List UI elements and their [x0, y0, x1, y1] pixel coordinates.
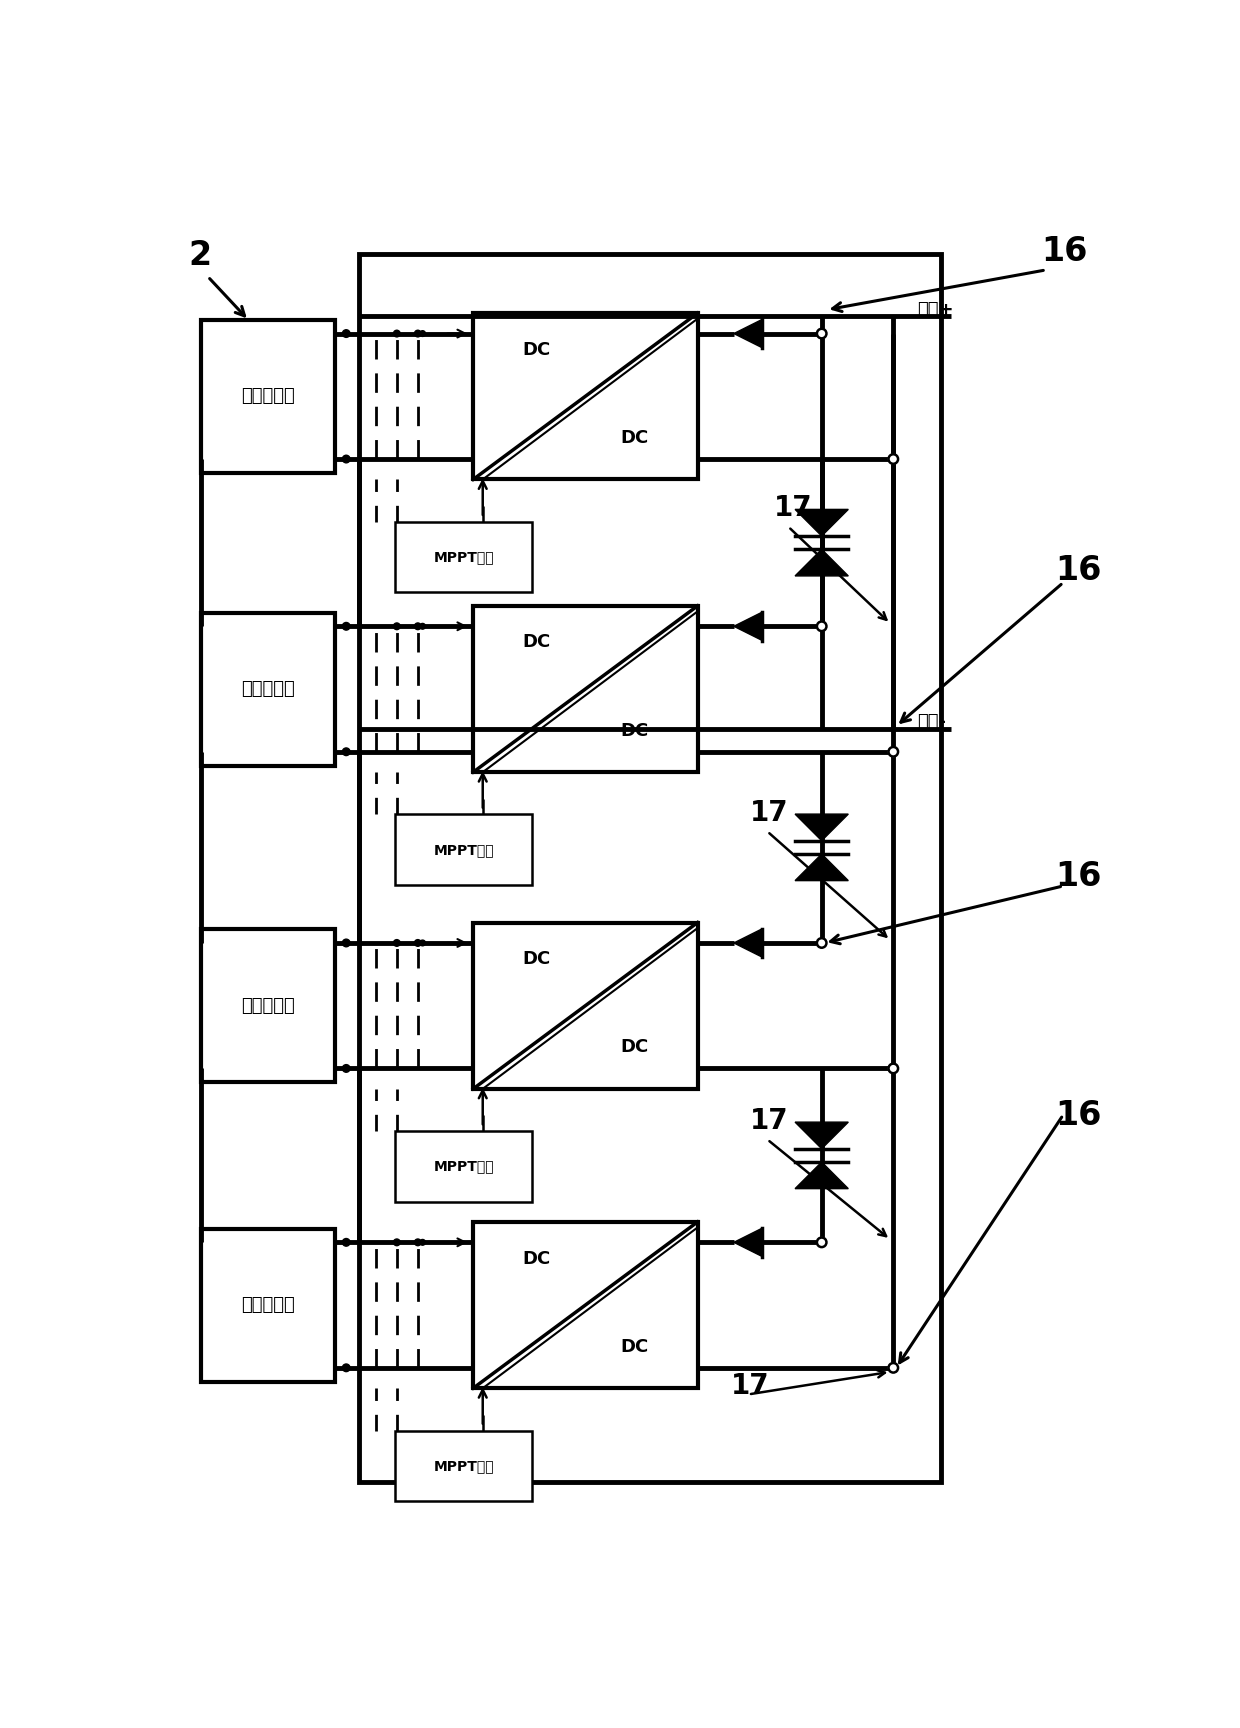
Circle shape: [889, 1363, 898, 1372]
Polygon shape: [795, 550, 848, 575]
Text: 太阳电池阵: 太阳电池阵: [241, 387, 295, 406]
Text: 输出-: 输出-: [918, 714, 946, 731]
Text: DC: DC: [522, 634, 551, 651]
Bar: [474, 1222, 698, 1388]
Bar: [394, 1132, 532, 1201]
Circle shape: [342, 330, 350, 337]
Polygon shape: [734, 612, 763, 641]
Circle shape: [342, 454, 350, 463]
Text: MPPT控制: MPPT控制: [433, 1159, 494, 1173]
Circle shape: [419, 940, 425, 945]
Circle shape: [817, 622, 826, 631]
Circle shape: [414, 330, 422, 337]
Text: DC: DC: [620, 1337, 649, 1356]
Circle shape: [342, 1363, 350, 1372]
Circle shape: [817, 328, 826, 339]
Circle shape: [419, 330, 425, 337]
Text: 16: 16: [1042, 235, 1087, 268]
Bar: [358, 254, 941, 1483]
Circle shape: [342, 938, 350, 947]
Text: 太阳电池阵: 太阳电池阵: [241, 681, 295, 698]
Text: 16: 16: [1055, 555, 1102, 588]
Bar: [474, 607, 698, 772]
Circle shape: [414, 1239, 422, 1246]
Text: 16: 16: [1055, 861, 1102, 893]
Polygon shape: [734, 320, 763, 347]
Text: DC: DC: [620, 1039, 649, 1056]
Bar: [394, 522, 532, 593]
Text: DC: DC: [620, 429, 649, 448]
Text: 2: 2: [188, 238, 212, 271]
Circle shape: [889, 746, 898, 757]
Polygon shape: [734, 1229, 763, 1256]
Bar: [201, 612, 335, 766]
Circle shape: [393, 624, 401, 629]
Text: 输出+: 输出+: [918, 301, 954, 318]
Circle shape: [342, 622, 350, 631]
Circle shape: [342, 1064, 350, 1073]
Circle shape: [342, 1239, 350, 1246]
Circle shape: [817, 938, 826, 947]
Circle shape: [817, 1237, 826, 1248]
Bar: [474, 313, 698, 479]
Circle shape: [889, 1064, 898, 1073]
Text: MPPT控制: MPPT控制: [433, 1458, 494, 1472]
Text: 17: 17: [750, 798, 789, 826]
Text: DC: DC: [620, 722, 649, 740]
Text: MPPT控制: MPPT控制: [433, 550, 494, 563]
Text: 17: 17: [750, 1106, 789, 1135]
Text: DC: DC: [522, 340, 551, 359]
Circle shape: [414, 940, 422, 947]
Polygon shape: [795, 1121, 848, 1149]
Polygon shape: [795, 814, 848, 842]
Circle shape: [419, 624, 425, 629]
Circle shape: [419, 1239, 425, 1246]
Circle shape: [342, 748, 350, 755]
Bar: [394, 1431, 532, 1502]
Circle shape: [414, 624, 422, 629]
Text: 16: 16: [1055, 1099, 1102, 1132]
Polygon shape: [795, 854, 848, 881]
Circle shape: [393, 940, 401, 947]
Bar: [394, 814, 532, 885]
Circle shape: [393, 1239, 401, 1246]
Text: DC: DC: [522, 1249, 551, 1268]
Polygon shape: [734, 928, 763, 957]
Polygon shape: [795, 1161, 848, 1189]
Bar: [474, 923, 698, 1089]
Bar: [201, 320, 335, 473]
Text: 17: 17: [774, 494, 812, 522]
Text: 太阳电池阵: 太阳电池阵: [241, 1296, 295, 1313]
Text: MPPT控制: MPPT控制: [433, 843, 494, 857]
Text: 太阳电池阵: 太阳电池阵: [241, 997, 295, 1014]
Circle shape: [889, 454, 898, 463]
Text: 17: 17: [730, 1372, 770, 1400]
Polygon shape: [795, 510, 848, 536]
Bar: [201, 930, 335, 1082]
Bar: [201, 1229, 335, 1382]
Circle shape: [393, 330, 401, 337]
Text: DC: DC: [522, 950, 551, 968]
